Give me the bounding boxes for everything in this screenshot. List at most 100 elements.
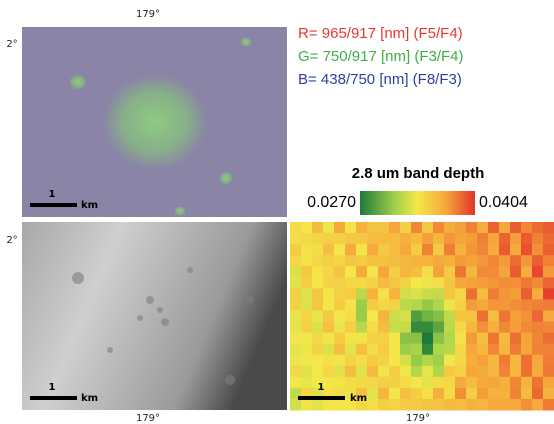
map-pixel bbox=[433, 266, 445, 278]
map-pixel bbox=[422, 310, 434, 322]
map-pixel bbox=[499, 288, 511, 300]
map-pixel bbox=[356, 310, 368, 322]
map-pixel bbox=[488, 277, 500, 289]
map-pixel bbox=[345, 255, 357, 267]
map-pixel bbox=[323, 222, 335, 234]
map-pixel bbox=[301, 377, 313, 389]
map-pixel bbox=[444, 377, 456, 389]
map-pixel bbox=[389, 333, 401, 345]
map-pixel bbox=[455, 399, 467, 411]
map-pixel bbox=[488, 322, 500, 334]
green-patch bbox=[174, 206, 186, 216]
map-pixel bbox=[290, 310, 302, 322]
map-pixel bbox=[510, 233, 522, 245]
colorbar-title: 2.8 um band depth bbox=[352, 165, 485, 182]
map-pixel bbox=[290, 322, 302, 334]
map-pixel bbox=[290, 299, 302, 311]
map-pixel bbox=[367, 388, 379, 400]
map-pixel bbox=[444, 344, 456, 356]
map-pixel bbox=[466, 388, 478, 400]
map-pixel bbox=[521, 333, 533, 345]
map-pixel bbox=[466, 277, 478, 289]
map-pixel bbox=[400, 266, 412, 278]
map-pixel bbox=[477, 299, 489, 311]
map-pixel bbox=[378, 255, 390, 267]
map-pixel bbox=[356, 277, 368, 289]
map-pixel bbox=[378, 288, 390, 300]
map-pixel bbox=[334, 322, 346, 334]
map-pixel bbox=[466, 366, 478, 378]
map-pixel bbox=[367, 366, 379, 378]
band-depth-map bbox=[290, 222, 554, 411]
map-pixel bbox=[389, 399, 401, 411]
map-pixel bbox=[532, 288, 544, 300]
map-pixel bbox=[301, 288, 313, 300]
map-pixel bbox=[367, 233, 379, 245]
map-pixel bbox=[323, 310, 335, 322]
map-pixel bbox=[400, 255, 412, 267]
map-pixel bbox=[466, 255, 478, 267]
scale-line bbox=[298, 396, 345, 400]
map-pixel bbox=[455, 344, 467, 356]
map-pixel bbox=[312, 310, 324, 322]
map-pixel bbox=[312, 266, 324, 278]
map-pixel bbox=[334, 333, 346, 345]
map-pixel bbox=[345, 333, 357, 345]
map-pixel bbox=[367, 333, 379, 345]
map-pixel bbox=[499, 255, 511, 267]
map-pixel bbox=[532, 244, 544, 256]
map-pixel bbox=[455, 299, 467, 311]
map-pixel bbox=[356, 233, 368, 245]
map-pixel bbox=[400, 388, 412, 400]
map-pixel bbox=[510, 399, 522, 411]
map-pixel bbox=[455, 310, 467, 322]
map-pixel bbox=[499, 366, 511, 378]
map-pixel bbox=[543, 377, 554, 389]
map-pixel bbox=[356, 255, 368, 267]
map-pixel bbox=[345, 233, 357, 245]
map-pixel bbox=[334, 266, 346, 278]
map-pixel bbox=[521, 255, 533, 267]
map-pixel bbox=[499, 244, 511, 256]
map-pixel bbox=[290, 288, 302, 300]
map-pixel bbox=[532, 255, 544, 267]
map-pixel bbox=[510, 288, 522, 300]
green-patch bbox=[240, 37, 252, 47]
map-pixel bbox=[323, 288, 335, 300]
map-pixel bbox=[411, 399, 423, 411]
map-pixel bbox=[411, 322, 423, 334]
map-pixel bbox=[433, 222, 445, 234]
map-pixel bbox=[290, 344, 302, 356]
map-pixel bbox=[466, 399, 478, 411]
map-pixel bbox=[455, 355, 467, 367]
green-patch bbox=[103, 74, 207, 170]
map-pixel bbox=[477, 310, 489, 322]
map-pixel bbox=[510, 277, 522, 289]
colorbar bbox=[360, 191, 475, 215]
map-pixel bbox=[455, 366, 467, 378]
map-pixel bbox=[356, 288, 368, 300]
map-pixel bbox=[400, 322, 412, 334]
map-pixel bbox=[334, 377, 346, 389]
map-pixel bbox=[488, 399, 500, 411]
map-pixel bbox=[312, 322, 324, 334]
map-pixel bbox=[444, 355, 456, 367]
map-pixel bbox=[499, 299, 511, 311]
map-pixel bbox=[433, 288, 445, 300]
map-pixel bbox=[466, 333, 478, 345]
grayscale-image bbox=[22, 222, 287, 410]
map-pixel bbox=[389, 310, 401, 322]
map-pixel bbox=[455, 333, 467, 345]
map-pixel bbox=[301, 322, 313, 334]
map-pixel bbox=[466, 299, 478, 311]
map-pixel bbox=[334, 355, 346, 367]
map-pixel bbox=[488, 233, 500, 245]
map-pixel bbox=[499, 322, 511, 334]
map-pixel bbox=[444, 333, 456, 345]
map-pixel bbox=[532, 266, 544, 278]
map-pixel bbox=[312, 288, 324, 300]
map-pixel bbox=[532, 299, 544, 311]
map-pixel bbox=[488, 333, 500, 345]
map-pixel bbox=[422, 244, 434, 256]
map-pixel bbox=[301, 244, 313, 256]
